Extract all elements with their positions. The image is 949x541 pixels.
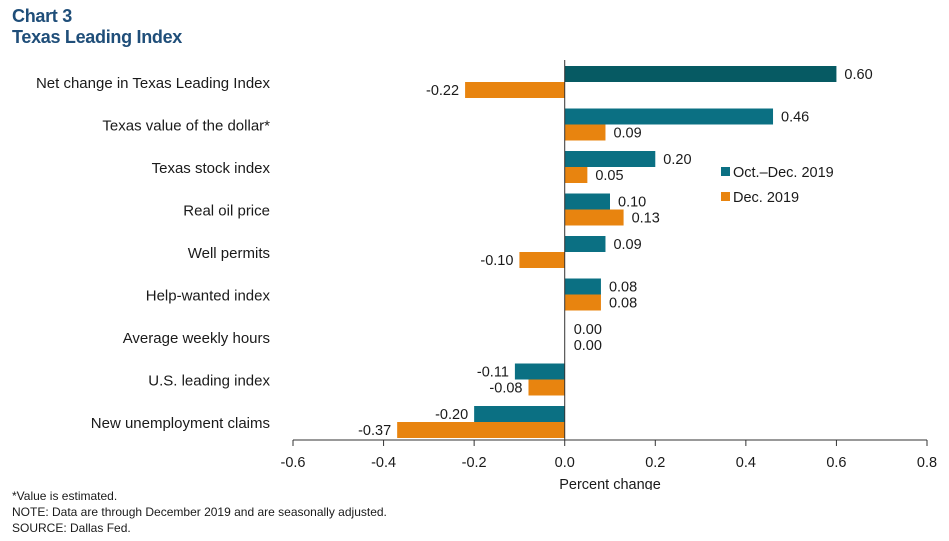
data-label-dec-2019: 0.08 bbox=[609, 296, 637, 312]
bar-dec-2019 bbox=[528, 379, 565, 396]
x-tick-label: -0.6 bbox=[281, 455, 306, 471]
data-label-oct-dec-2019: 0.20 bbox=[663, 152, 691, 168]
category-label: Texas value of the dollar* bbox=[102, 118, 270, 135]
data-label-dec-2019: 0.13 bbox=[632, 211, 660, 227]
x-axis-title: Percent change bbox=[559, 477, 661, 490]
data-label-dec-2019: 0.09 bbox=[613, 126, 641, 142]
x-tick-label: 0.4 bbox=[736, 455, 756, 471]
bar-dec-2019 bbox=[564, 124, 606, 141]
bar-oct-dec-2019 bbox=[564, 151, 656, 167]
data-label-dec-2019: -0.37 bbox=[358, 423, 391, 439]
data-label-oct-dec-2019: 0.10 bbox=[618, 195, 646, 211]
bar-oct-dec-2019 bbox=[564, 66, 837, 82]
data-label-dec-2019: -0.22 bbox=[426, 83, 459, 99]
data-label-oct-dec-2019: 0.00 bbox=[574, 322, 602, 338]
title-block: Chart 3 Texas Leading Index bbox=[12, 6, 182, 48]
category-label: Net change in Texas Leading Index bbox=[36, 75, 271, 92]
chart-number: Chart 3 bbox=[12, 6, 72, 26]
category-label: Well permits bbox=[188, 245, 270, 262]
data-label-oct-dec-2019: 0.08 bbox=[609, 280, 637, 296]
data-label-dec-2019: -0.10 bbox=[480, 253, 513, 269]
bar-oct-dec-2019 bbox=[514, 363, 565, 380]
note-source: SOURCE: Dallas Fed. bbox=[12, 521, 131, 535]
bar-oct-dec-2019 bbox=[474, 406, 565, 422]
category-label: Help-wanted index bbox=[146, 288, 271, 305]
legend-item-dec-2019: Dec. 2019 bbox=[733, 190, 799, 206]
data-label-oct-dec-2019: -0.11 bbox=[477, 365, 509, 381]
x-tick-label: 0.8 bbox=[917, 455, 937, 471]
data-label-dec-2019: 0.05 bbox=[595, 168, 623, 184]
bar-oct-dec-2019 bbox=[564, 108, 774, 125]
data-label-dec-2019: 0.00 bbox=[574, 338, 602, 354]
bar-oct-dec-2019 bbox=[564, 236, 606, 252]
legend-swatch bbox=[721, 192, 730, 201]
chart-title: Texas Leading Index bbox=[12, 27, 183, 47]
data-label-dec-2019: -0.08 bbox=[489, 381, 522, 397]
category-label: Real oil price bbox=[183, 203, 270, 220]
bar-dec-2019 bbox=[564, 209, 624, 226]
category-label: U.S. leading index bbox=[148, 373, 270, 390]
bar-oct-dec-2019 bbox=[564, 193, 610, 210]
note-data: NOTE: Data are through December 2019 and… bbox=[12, 505, 387, 519]
chart-notes: *Value is estimated. NOTE: Data are thro… bbox=[12, 488, 387, 536]
bar-dec-2019 bbox=[465, 82, 565, 98]
category-label: Average weekly hours bbox=[123, 330, 270, 347]
x-tick-label: -0.2 bbox=[462, 455, 487, 471]
bar-chart: Net change in Texas Leading Index Texas v… bbox=[36, 60, 937, 490]
x-tick-label: 0.6 bbox=[826, 455, 846, 471]
category-label: New unemployment claims bbox=[91, 415, 270, 432]
category-label: Texas stock index bbox=[152, 160, 271, 177]
data-label-oct-dec-2019: 0.09 bbox=[613, 237, 641, 253]
legend-item-oct-dec-2019: Oct.–Dec. 2019 bbox=[733, 165, 834, 181]
x-tick-label: 0.2 bbox=[645, 455, 665, 471]
data-label-oct-dec-2019: 0.60 bbox=[844, 67, 872, 83]
bar-dec-2019 bbox=[397, 422, 565, 438]
legend-swatch bbox=[721, 167, 730, 176]
x-tick-label: -0.4 bbox=[371, 455, 396, 471]
data-label-oct-dec-2019: -0.20 bbox=[435, 407, 468, 423]
note-estimated: *Value is estimated. bbox=[12, 489, 118, 503]
data-label-oct-dec-2019: 0.46 bbox=[781, 110, 809, 126]
bar-dec-2019 bbox=[519, 252, 565, 268]
bar-dec-2019 bbox=[564, 167, 588, 183]
bar-oct-dec-2019 bbox=[564, 278, 601, 295]
x-tick-label: 0.0 bbox=[555, 455, 575, 471]
bar-dec-2019 bbox=[564, 294, 601, 311]
